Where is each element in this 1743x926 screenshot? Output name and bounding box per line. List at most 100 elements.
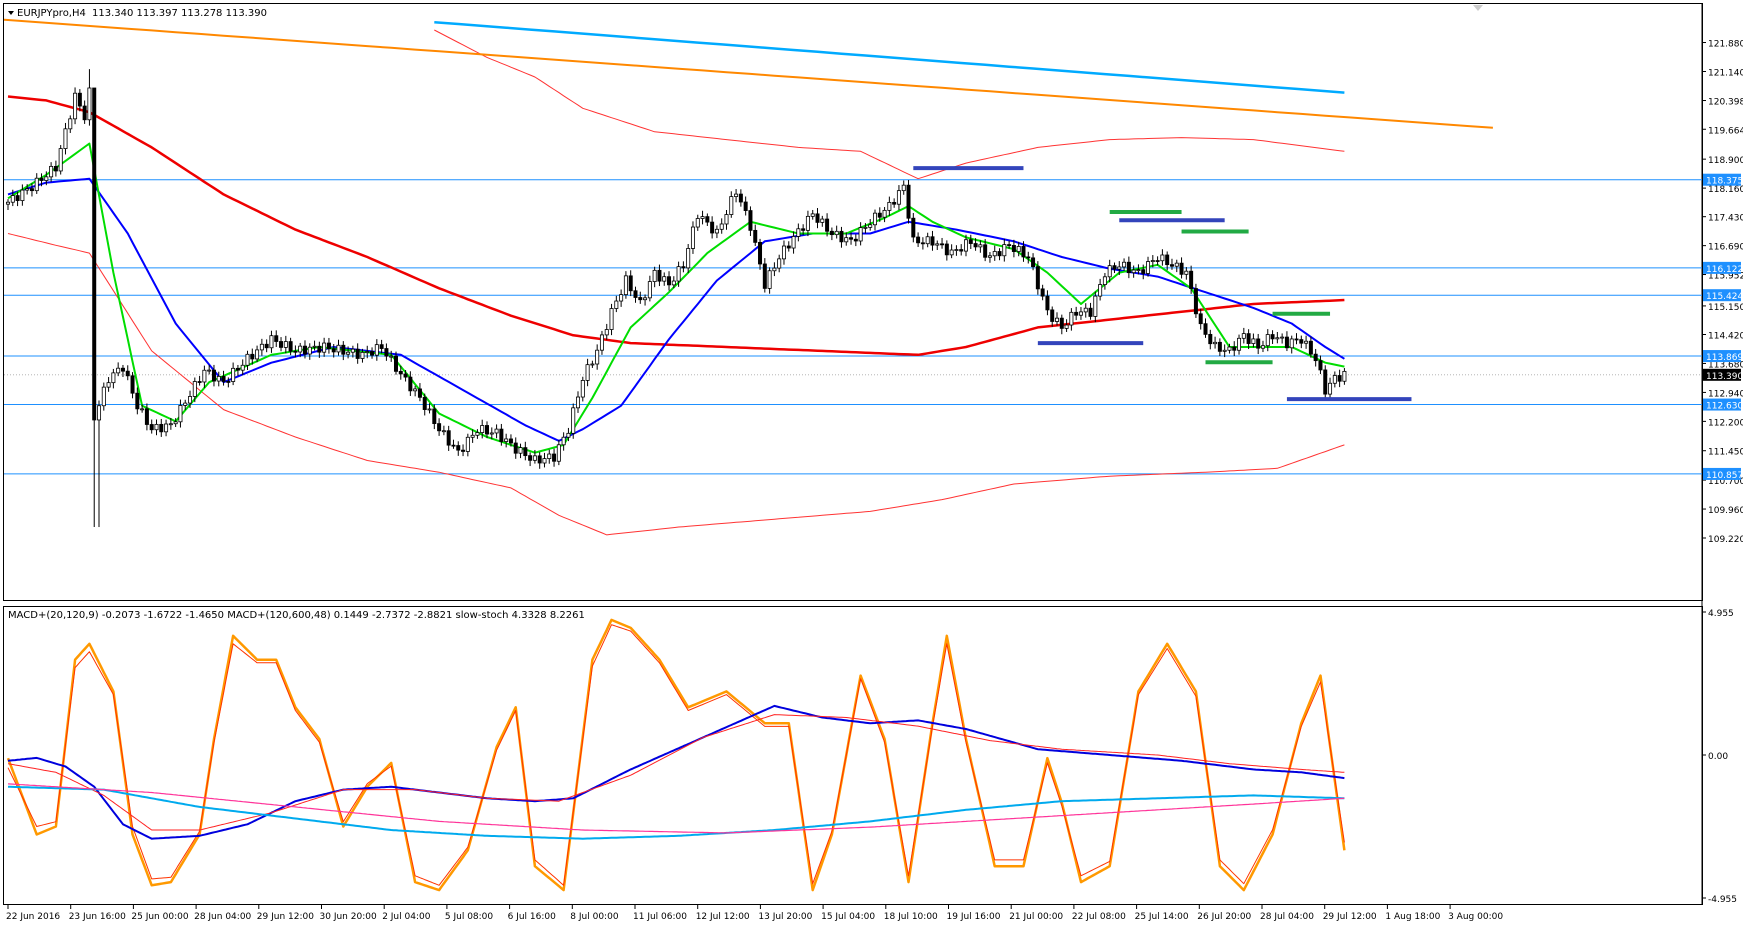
candle [1002,238,1007,262]
candle [1160,249,1165,266]
candle [360,348,365,363]
candle [671,276,676,289]
candle [1126,256,1131,279]
candle [1102,272,1107,290]
candle [1308,336,1313,358]
candle [211,364,216,387]
candle [1007,240,1012,249]
price-tick-label: 114.420 [1708,331,1743,341]
candle [518,443,523,459]
candle [805,210,810,237]
time-tick-label: 19 Jul 16:00 [947,912,1001,922]
candle [849,232,854,245]
candle [652,266,657,288]
candle [1074,306,1079,321]
candle [288,337,293,356]
candle [623,271,628,299]
candle [973,238,978,251]
time-tick-label: 25 Jul 14:00 [1135,912,1189,922]
candle [494,424,499,439]
candle [940,237,945,249]
candle [1098,278,1103,301]
candle [676,261,681,287]
time-tick-label: 6 Jul 16:00 [508,912,557,922]
candle [1184,267,1189,280]
candle [1222,344,1227,358]
candle [1078,307,1083,320]
price-tick-label: 113.680 [1708,360,1743,370]
time-tick-label: 22 Jul 08:00 [1072,912,1126,922]
level-price-label: 118.375 [1706,177,1743,187]
candle [302,340,307,359]
candle [964,234,969,257]
price-tick-label: 117.430 [1708,214,1743,224]
candle [762,258,767,293]
candle [307,343,312,360]
candle [1289,335,1294,354]
scroll-marker-icon[interactable] [1473,5,1483,11]
candle [1021,241,1026,262]
candle [1064,319,1069,332]
candle [1342,368,1347,385]
candle [892,198,897,208]
candle [58,145,63,175]
candle [164,419,169,437]
candle [29,183,34,197]
candle [724,210,729,230]
price-tick-label: 110.700 [1708,477,1743,487]
candle [772,262,777,277]
candle [1251,333,1256,348]
candle [916,232,921,247]
main-plot [4,18,1702,536]
candle [1246,329,1251,350]
candle [925,232,930,248]
candle [20,184,25,206]
candle [657,264,662,287]
candle [154,419,159,436]
candle [1107,259,1112,283]
candle [882,207,887,223]
macd-fast-signal-line [7,714,1345,831]
candle [82,100,87,124]
candle [619,289,624,307]
candle [1136,264,1141,275]
candle [341,341,346,361]
candle [638,291,643,304]
candle [1213,336,1218,349]
candle [279,337,284,352]
axes: 121.880 121.140 120.398 119.664 118.900 118.1… [6,40,1743,922]
candle [15,191,20,207]
candle [389,350,394,362]
time-tick-label: 5 Jul 08:00 [445,912,494,922]
price-tick-label: 111.450 [1708,448,1743,458]
red-ma-line [7,95,1345,357]
candle [437,418,442,436]
candle [1241,327,1246,344]
current-price-label: 113.390 [1706,372,1743,382]
candle [331,343,336,358]
candle [604,323,609,340]
main-chart-frame [3,3,1703,601]
candle [858,222,863,246]
time-tick-label: 3 Aug 00:00 [1448,912,1503,922]
candle [49,162,54,182]
candle [1198,308,1203,330]
candle [475,429,480,439]
candle [1031,253,1036,271]
candle [944,240,949,261]
candle [1294,333,1299,345]
candle [1270,330,1275,344]
candle [954,245,959,256]
chevron-down-icon[interactable] [8,11,14,15]
time-tick-label: 23 Jun 16:00 [69,912,126,922]
candle [125,365,130,381]
candle [168,417,173,430]
candle [714,225,719,239]
time-tick-label: 2 Jul 04:00 [382,912,431,922]
candle [1150,255,1155,268]
candle [786,241,791,252]
time-tick-label: 25 Jun 00:00 [131,912,188,922]
candle [1189,265,1194,294]
candle [403,370,408,382]
indicator-frame [3,606,1703,905]
